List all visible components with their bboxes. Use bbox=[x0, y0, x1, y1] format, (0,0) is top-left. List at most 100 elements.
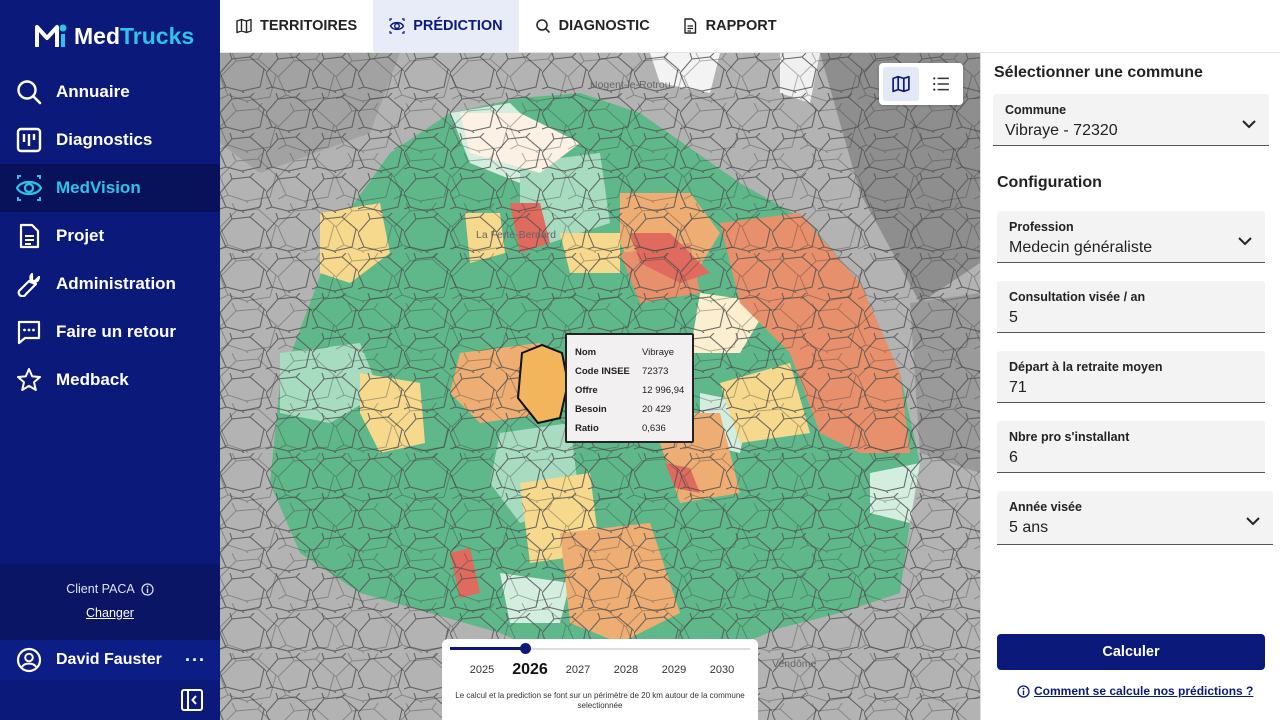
tooltip-key: Ratio bbox=[575, 423, 599, 434]
user-avatar-icon bbox=[16, 647, 42, 673]
timeline-years: 2025 2026 2027 2028 2029 2030 bbox=[450, 661, 750, 679]
sidebar-item-label: MedVision bbox=[56, 178, 141, 197]
sidebar-item-medvision[interactable]: MedVision bbox=[0, 164, 220, 212]
new-pros-input[interactable]: Nbre pro s'installant 6 bbox=[997, 421, 1265, 473]
configuration-title: Configuration bbox=[997, 174, 1102, 191]
tooltip-key: Offre bbox=[575, 385, 598, 396]
more-options-button[interactable]: ··· bbox=[185, 649, 206, 670]
tooltip-key: Code INSEE bbox=[575, 366, 630, 377]
consultation-input[interactable]: Consultation visée / an 5 bbox=[997, 281, 1265, 333]
sidebar-item-label: Medback bbox=[56, 370, 129, 389]
sidebar-item-annuaire[interactable]: Annuaire bbox=[0, 68, 220, 116]
brand-part-1: Med bbox=[74, 22, 120, 49]
field-label: Commune bbox=[1005, 103, 1067, 117]
sidebar-item-administration[interactable]: Administration bbox=[0, 260, 220, 308]
map-icon bbox=[892, 75, 910, 93]
tooltip-key: Besoin bbox=[575, 404, 607, 415]
tab-label: DIAGNOSTIC bbox=[558, 18, 650, 34]
tooltip-row: Code INSEE 72373 bbox=[575, 362, 692, 381]
map-view-button[interactable] bbox=[883, 67, 919, 101]
year-option[interactable]: 2028 bbox=[613, 664, 639, 676]
map-icon bbox=[236, 18, 252, 34]
select-commune-title: Sélectionner une commune bbox=[994, 64, 1203, 81]
sidebar-item-feedback[interactable]: Faire un retour bbox=[0, 308, 220, 356]
wrench-icon bbox=[17, 272, 41, 297]
collapse-sidebar-icon[interactable] bbox=[180, 688, 204, 712]
tab-label: PRÉDICTION bbox=[413, 18, 503, 34]
field-label: Consultation visée / an bbox=[1009, 290, 1146, 304]
year-option[interactable]: 2029 bbox=[661, 664, 687, 676]
sidebar-item-medback[interactable]: Medback bbox=[0, 356, 220, 404]
chart-icon bbox=[16, 127, 42, 153]
year-option-selected[interactable]: 2026 bbox=[512, 661, 548, 678]
tooltip-value: 72373 bbox=[642, 366, 669, 377]
tooltip-key: Nom bbox=[575, 347, 597, 358]
tab-diagnostic[interactable]: DIAGNOSTIC bbox=[519, 0, 666, 52]
chevron-down-icon bbox=[1242, 120, 1256, 129]
brand-logo[interactable]: Med Trucks bbox=[34, 22, 194, 50]
logo-icon bbox=[35, 24, 67, 47]
change-client-link[interactable]: Changer bbox=[86, 606, 134, 620]
star-icon bbox=[17, 368, 41, 391]
map-view-toggle bbox=[879, 63, 963, 105]
selected-commune[interactable] bbox=[516, 343, 570, 425]
sidebar-item-label: Annuaire bbox=[56, 82, 130, 101]
timeline-handle[interactable] bbox=[520, 643, 531, 654]
commune-select[interactable]: Commune Vibraye - 72320 bbox=[993, 94, 1269, 146]
place-label: Vendôme bbox=[772, 658, 817, 670]
year-option[interactable]: 2030 bbox=[709, 664, 735, 676]
prediction-map[interactable]: Nogent-le-Rotrou La Ferté-Bernard Vendôm… bbox=[220, 53, 980, 720]
timeline-progress bbox=[450, 647, 525, 650]
field-value: 5 bbox=[1009, 309, 1018, 326]
help-link[interactable]: Comment se calcule nos prédictions ? bbox=[1017, 684, 1257, 698]
tab-label: TERRITOIRES bbox=[260, 18, 358, 34]
list-icon bbox=[933, 77, 949, 91]
info-icon bbox=[1017, 684, 1030, 698]
document-icon bbox=[683, 18, 696, 34]
tab-prediction[interactable]: PRÉDICTION bbox=[373, 0, 519, 52]
field-label: Profession bbox=[1009, 220, 1074, 234]
tooltip-value: 12 996,94 bbox=[642, 385, 685, 396]
retirement-input[interactable]: Départ à la retraite moyen 71 bbox=[997, 351, 1265, 403]
chevron-down-icon bbox=[1238, 237, 1252, 246]
place-label: La Ferté-Bernard bbox=[476, 229, 556, 241]
user-row[interactable]: David Fauster ··· bbox=[0, 640, 220, 680]
sidebar-item-label: Projet bbox=[56, 226, 105, 245]
field-value: Vibraye - 72320 bbox=[1005, 122, 1118, 139]
target-year-select[interactable]: Année visée 5 ans bbox=[997, 491, 1273, 545]
client-line: Client PACA bbox=[0, 582, 220, 596]
place-label: Nogent-le-Rotrou bbox=[590, 79, 671, 91]
tab-rapport[interactable]: RAPPORT bbox=[666, 0, 793, 52]
year-timeline: 2025 2026 2027 2028 2029 2030 Le calcul … bbox=[442, 639, 758, 720]
tooltip-row: Besoin 20 429 bbox=[575, 400, 692, 419]
timeline-track[interactable] bbox=[450, 648, 750, 650]
chat-icon bbox=[17, 320, 41, 345]
info-icon[interactable] bbox=[141, 582, 154, 596]
sidebar: Med Trucks Annuaire Diagnostics MedVision… bbox=[0, 0, 220, 720]
sidebar-item-diagnostics[interactable]: Diagnostics bbox=[0, 116, 220, 164]
tab-territoires[interactable]: TERRITOIRES bbox=[220, 0, 373, 52]
calculate-button[interactable]: Calculer bbox=[997, 634, 1265, 670]
tooltip-row: Nom Vibraye bbox=[575, 343, 692, 362]
year-option[interactable]: 2027 bbox=[565, 664, 591, 676]
chevron-down-icon bbox=[1246, 517, 1260, 526]
help-link-label: Comment se calcule nos prédictions ? bbox=[1034, 684, 1254, 698]
document-icon bbox=[19, 223, 40, 249]
client-box: Client PACA Changer bbox=[0, 564, 220, 640]
search-icon bbox=[535, 19, 550, 34]
config-panel: Sélectionner une commune Commune Vibraye… bbox=[980, 53, 1280, 720]
sidebar-item-label: Faire un retour bbox=[56, 322, 176, 341]
eye-icon bbox=[16, 175, 42, 201]
brand-part-2: Trucks bbox=[120, 22, 195, 49]
top-tabbar: TERRITOIRES PRÉDICTION DIAGNOSTIC RAPPOR… bbox=[220, 0, 1280, 53]
tab-label: RAPPORT bbox=[705, 18, 777, 34]
tooltip-value: Vibraye bbox=[642, 347, 675, 358]
year-option[interactable]: 2025 bbox=[469, 664, 495, 676]
list-view-button[interactable] bbox=[923, 67, 959, 101]
tooltip-value: 20 429 bbox=[642, 404, 672, 415]
sidebar-item-label: Diagnostics bbox=[56, 130, 153, 149]
sidebar-nav: Annuaire Diagnostics MedVision Projet Ad… bbox=[0, 68, 220, 404]
timeline-note: Le calcul et la prediction se font sur u… bbox=[455, 691, 745, 710]
sidebar-item-projet[interactable]: Projet bbox=[0, 212, 220, 260]
profession-select[interactable]: Profession Medecin généraliste bbox=[997, 211, 1265, 263]
